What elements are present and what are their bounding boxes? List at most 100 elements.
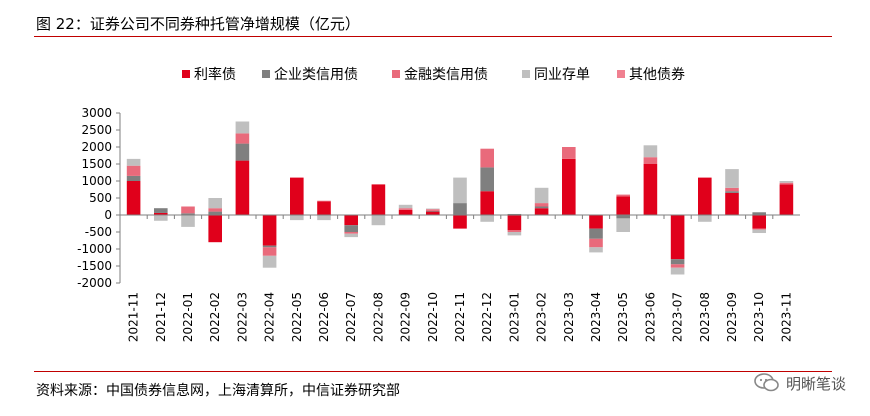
x-tick-label: 2023-08 bbox=[698, 292, 712, 342]
bar-2022-04-series-1 bbox=[262, 245, 277, 248]
bar-2023-05-series-0 bbox=[616, 196, 630, 215]
y-axis: 3000 2500 2000 1500 1000 500 0 -500 -1000 -1500 -2… bbox=[77, 106, 121, 290]
y-tick-label: -2000 bbox=[77, 276, 112, 290]
bar-2022-02-series-3 bbox=[208, 198, 222, 209]
bar-2022-02-series-0 bbox=[208, 215, 222, 243]
bar-2023-07-series-3 bbox=[670, 267, 685, 275]
x-tick-label: 2022-06 bbox=[317, 292, 331, 342]
brand-name: 明晰笔谈 bbox=[785, 374, 846, 393]
x-tick-label: 2022-01 bbox=[181, 292, 195, 342]
bar-2023-05-series-1 bbox=[616, 215, 630, 219]
bar-2022-06-series-0 bbox=[317, 201, 331, 215]
bar-2023-07-series-1 bbox=[670, 259, 685, 265]
bar-2023-01-series-2 bbox=[507, 230, 522, 232]
bar-2023-07-series-0 bbox=[670, 215, 685, 260]
bar-2021-11-series-3 bbox=[126, 158, 141, 166]
bar-2023-04-series-3 bbox=[589, 247, 603, 253]
bar-2023-03-series-0 bbox=[562, 158, 576, 215]
y-tick-label: -1500 bbox=[77, 259, 112, 273]
y-tick-label: 500 bbox=[89, 191, 112, 205]
x-tick-label: 2022-05 bbox=[290, 292, 304, 342]
bar-2022-10-series-3 bbox=[426, 208, 440, 210]
bar-2022-10-series-0 bbox=[426, 211, 440, 215]
bar-2022-04-series-0 bbox=[262, 215, 277, 246]
bar-2023-11-series-3 bbox=[779, 181, 794, 183]
bottom-rule bbox=[34, 371, 832, 372]
bar-2023-02-series-2 bbox=[534, 203, 549, 207]
x-tick-label: 2022-04 bbox=[263, 292, 277, 342]
x-tick-label: 2022-08 bbox=[371, 292, 385, 342]
bar-2023-03-series-2 bbox=[562, 147, 576, 159]
bar-2023-05-series-2 bbox=[616, 194, 630, 197]
x-tick-label: 2023-03 bbox=[562, 292, 576, 342]
bar-2023-02-series-1 bbox=[534, 206, 549, 209]
y-tick-label: 0 bbox=[104, 208, 112, 222]
bar-2023-10-series-1 bbox=[752, 212, 766, 215]
x-tick-label: 2022-12 bbox=[480, 292, 494, 342]
bar-2023-05-series-3 bbox=[616, 218, 630, 232]
x-tick-label: 2021-11 bbox=[127, 292, 141, 342]
y-tick-label: -1000 bbox=[77, 242, 112, 256]
bar-2022-12-series-2 bbox=[480, 148, 494, 168]
legend-swatch-1 bbox=[262, 70, 270, 78]
top-rule bbox=[34, 36, 832, 37]
bar-2021-11-series-2 bbox=[126, 165, 141, 176]
y-tick-label: -500 bbox=[85, 225, 112, 239]
bar-2022-06-series-2 bbox=[317, 200, 331, 202]
bar-2022-08-series-3 bbox=[371, 215, 386, 226]
bar-2023-04-series-1 bbox=[589, 228, 603, 239]
bar-2023-09-series-0 bbox=[725, 192, 739, 215]
bar-2021-11-series-1 bbox=[126, 175, 141, 181]
bar-2022-09-series-2 bbox=[398, 208, 413, 210]
bar-2021-12-series-0 bbox=[154, 212, 168, 215]
bar-2022-12-series-1 bbox=[480, 167, 494, 192]
bar-2023-01-series-1 bbox=[507, 213, 522, 215]
bar-2023-09-series-2 bbox=[725, 187, 739, 192]
bar-2022-07-series-3 bbox=[344, 233, 358, 238]
source-note: 资料来源：中国债券信息网，上海清算所，中信证券研究部 bbox=[36, 383, 400, 399]
bar-2021-11-series-0 bbox=[126, 181, 141, 215]
bar-2023-10-series-2 bbox=[752, 228, 766, 230]
bar-2022-05-series-3 bbox=[290, 215, 304, 221]
legend-label-0: 利率债 bbox=[194, 66, 236, 83]
x-tick-label: 2023-09 bbox=[725, 292, 739, 342]
bar-2022-07-series-1 bbox=[344, 225, 358, 232]
bar-2023-11-series-0 bbox=[779, 184, 794, 215]
x-tick-label: 2023-02 bbox=[535, 292, 549, 342]
legend-label-4: 其他债券 bbox=[629, 67, 685, 83]
x-tick-label: 2022-09 bbox=[399, 292, 413, 342]
x-tick-label: 2023-04 bbox=[589, 292, 603, 342]
bar-2022-01-series-1 bbox=[181, 213, 195, 215]
y-tick-label: 1500 bbox=[81, 157, 112, 171]
bar-2022-10-series-2 bbox=[426, 209, 440, 211]
bar-2022-07-series-0 bbox=[344, 215, 358, 226]
bar-2023-09-series-1 bbox=[725, 191, 739, 193]
bar-2023-08-series-0 bbox=[698, 177, 712, 215]
legend-swatch-3 bbox=[522, 70, 530, 78]
bar-2023-02-series-0 bbox=[534, 208, 549, 215]
legend: 利率债 企业类信用债 金融类信用债 同业存单 其他债券 bbox=[182, 66, 685, 83]
bar-2022-08-series-0 bbox=[371, 184, 386, 215]
y-tick-label: 1000 bbox=[81, 174, 112, 188]
bar-2022-10-series-1 bbox=[426, 210, 440, 212]
bar-2022-03-series-3 bbox=[235, 121, 250, 134]
bar-2022-09-series-3 bbox=[398, 204, 413, 209]
bar-2022-11-series-1 bbox=[453, 203, 467, 215]
bar-2022-02-series-2 bbox=[208, 208, 222, 212]
x-tick-label: 2021-12 bbox=[154, 292, 168, 342]
bar-2022-06-series-3 bbox=[317, 215, 331, 221]
legend-label-2: 金融类信用债 bbox=[404, 67, 488, 83]
legend-swatch-0 bbox=[182, 70, 190, 78]
bar-2022-09-series-0 bbox=[398, 209, 413, 215]
x-tick-label: 2023-07 bbox=[671, 292, 685, 342]
x-tick-label: 2023-11 bbox=[779, 292, 793, 342]
bar-2021-12-series-3 bbox=[154, 215, 168, 221]
legend-swatch-4 bbox=[617, 70, 625, 78]
x-tick-label: 2023-10 bbox=[752, 292, 766, 342]
bar-2023-01-series-3 bbox=[507, 232, 522, 236]
brand-watermark: 明晰笔谈 bbox=[754, 372, 846, 394]
bar-2023-04-series-0 bbox=[589, 215, 603, 229]
y-tick-label: 2000 bbox=[81, 140, 112, 154]
legend-label-1: 企业类信用债 bbox=[274, 66, 358, 83]
